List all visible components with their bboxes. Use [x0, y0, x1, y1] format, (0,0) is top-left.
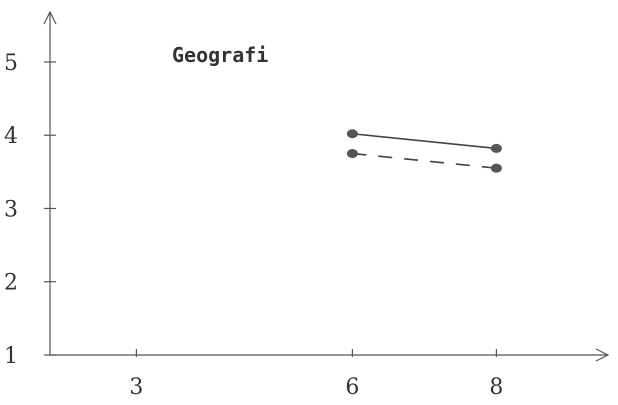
- y-tick-label-3: 3: [4, 197, 18, 222]
- y-tick-label-5: 5: [4, 51, 18, 76]
- series-2-point-2: [490, 163, 502, 173]
- y-axis-arrow: [43, 10, 57, 25]
- y-tick-label-2: 2: [4, 271, 18, 296]
- chart-title: Geografi: [172, 43, 268, 67]
- y-tick-label-4: 4: [4, 124, 18, 149]
- x-tick-label-8: 8: [489, 375, 503, 400]
- x-tick-label-6: 6: [345, 375, 359, 400]
- y-tick-label-1: 1: [4, 344, 18, 369]
- x-axis-arrow: [595, 348, 610, 362]
- x-ticks: 3 6 8: [129, 349, 503, 400]
- series-1-point-2: [490, 143, 502, 153]
- series-2-point-1: [346, 149, 358, 159]
- series-layer: [346, 129, 502, 173]
- y-ticks: 1 2 3 4 5: [4, 51, 56, 369]
- series-1-point-1: [346, 129, 358, 139]
- series-2-line: [352, 152, 497, 169]
- x-tick-label-3: 3: [129, 375, 143, 400]
- series-1-line: [352, 132, 497, 150]
